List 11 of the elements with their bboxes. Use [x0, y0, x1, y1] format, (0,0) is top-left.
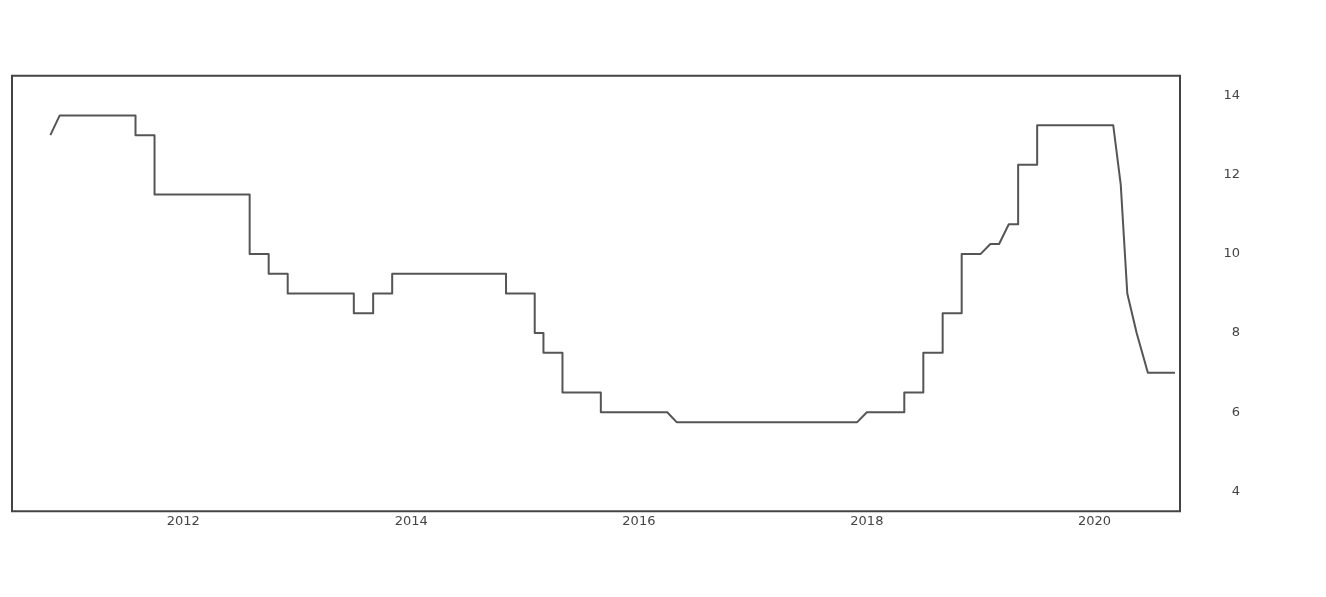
x-tick-label: 2012: [166, 513, 200, 529]
y-tick-label: 14: [1223, 86, 1240, 102]
x-tick-label: 2018: [850, 513, 884, 529]
y-tick-label: 4: [1231, 482, 1240, 498]
y-tick-label: 8: [1231, 324, 1240, 340]
x-tick-label: 2020: [1078, 513, 1112, 529]
y-tick-label: 12: [1223, 166, 1240, 182]
x-tick-label: 2014: [394, 513, 428, 529]
y-tick-label: 10: [1223, 245, 1240, 261]
x-tick-label: 2016: [622, 513, 656, 529]
y-tick-label: 6: [1231, 403, 1240, 419]
